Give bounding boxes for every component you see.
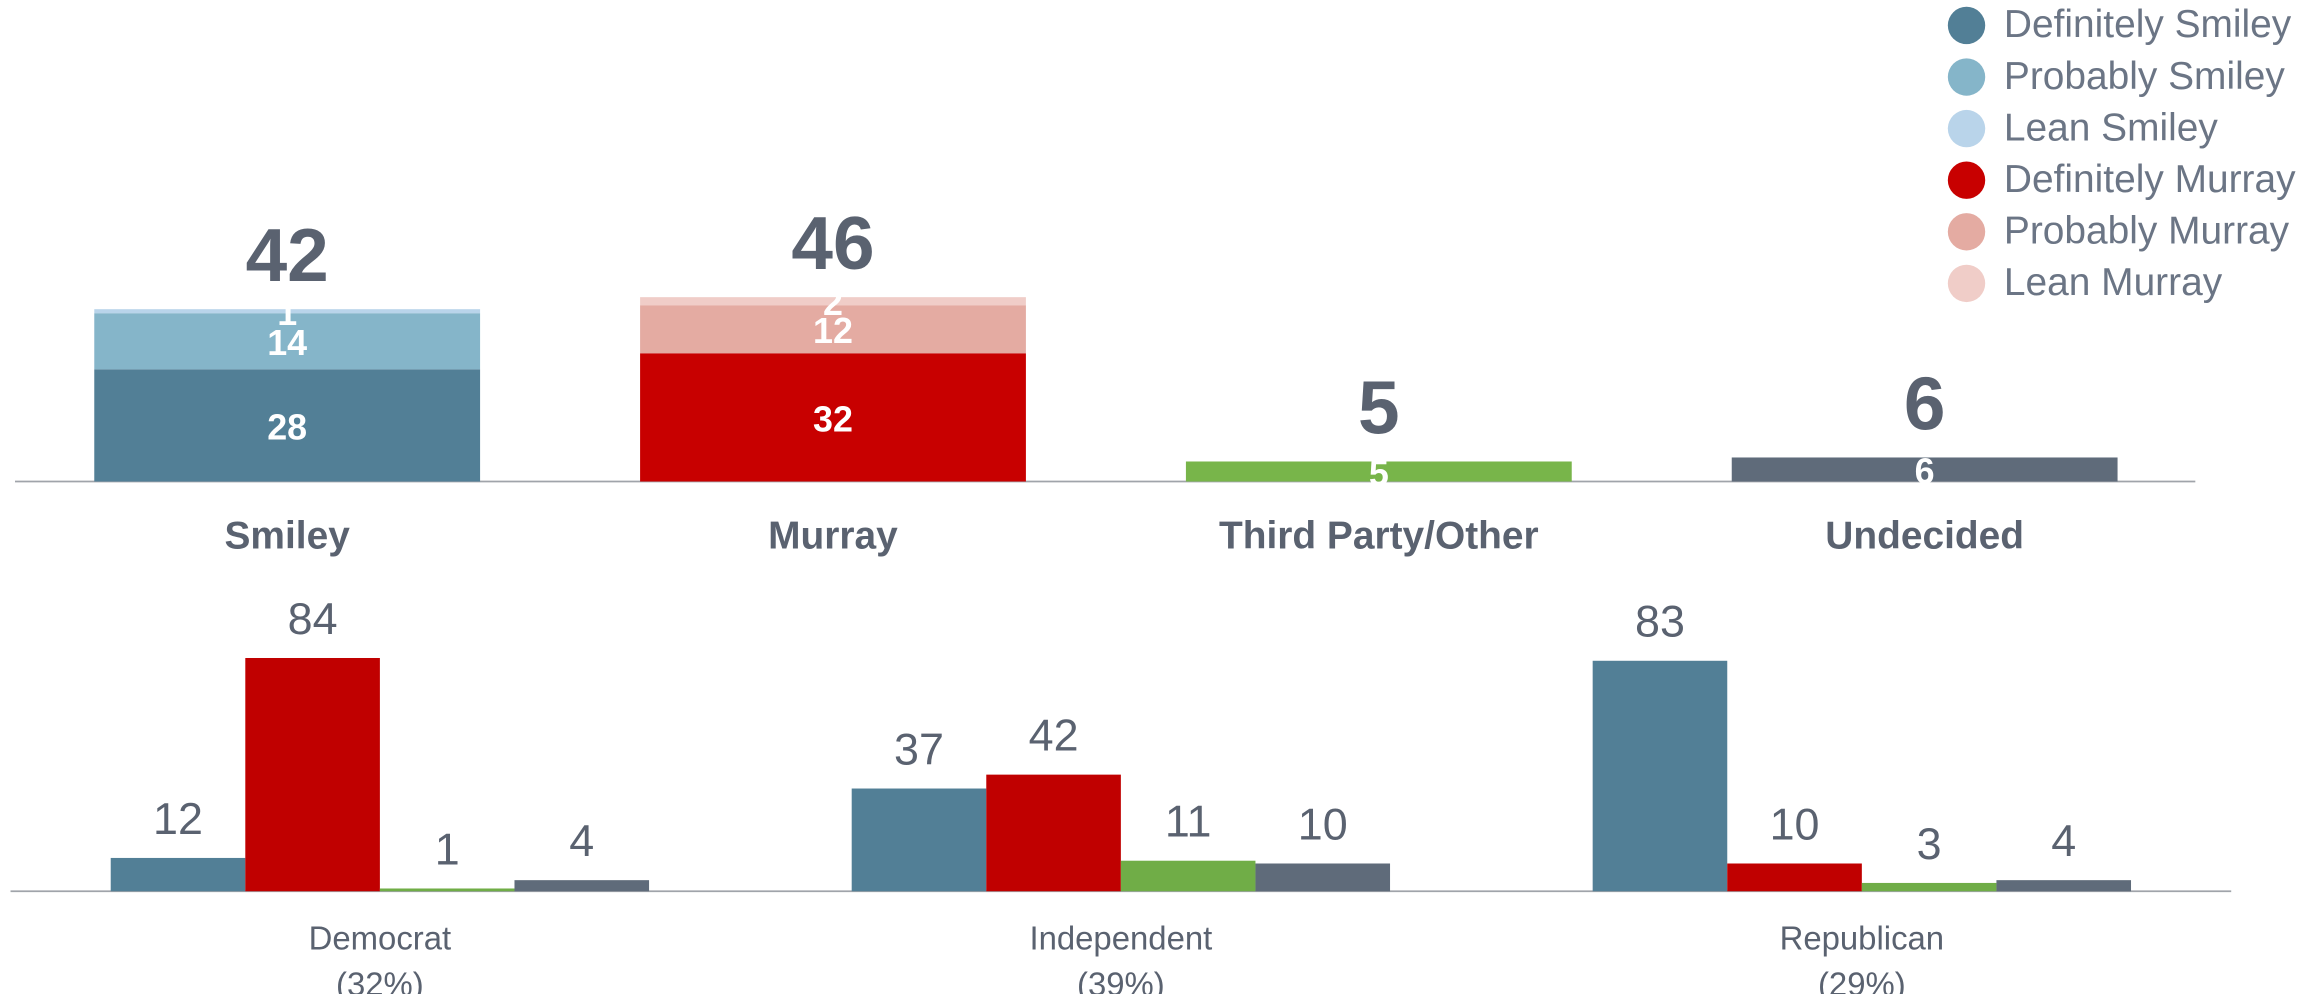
value-label: 11 [1165,796,1212,847]
total-label: 46 [791,201,874,285]
bar-segment [94,313,481,370]
bar [1120,860,1256,892]
bar [1592,660,1728,892]
legend-swatch [1947,58,1986,96]
bar [851,788,987,892]
legend-swatch [1947,109,1986,148]
legend-swatch [1947,6,1986,45]
legend-label: Probably Murray [2004,210,2290,253]
category-label: Third Party/Other [1219,515,1539,558]
category-label: Republican [1780,919,1945,956]
segment-label: 5 [1369,453,1389,493]
legend-label: Lean Smiley [2004,106,2218,149]
bar [986,774,1121,892]
bar-segment [1185,461,1572,482]
value-label: 42 [1029,710,1079,761]
value-label: 4 [2051,815,2076,866]
value-label: 83 [1635,596,1685,647]
bar-segment [640,353,1026,482]
category-label: Murray [768,515,898,558]
value-label: 84 [288,593,338,644]
category-note: (29%) [1818,966,1906,994]
category-note: (39%) [1077,966,1165,994]
value-label: 37 [894,723,944,774]
legend-swatch [1947,213,1986,251]
total-label: 42 [246,213,329,297]
value-label: 3 [1917,818,1942,869]
total-label: 6 [1904,361,1946,445]
segment-label: 14 [267,323,307,363]
segment-label: 6 [1915,451,1935,491]
segment-label: 32 [813,399,853,439]
bar [379,888,515,892]
bar-segment [1731,457,2118,482]
category-label: Smiley [225,515,351,558]
bar [1727,863,1862,892]
value-label: 4 [569,815,594,866]
legend-label: Definitely Smiley [2004,3,2292,46]
category-label: Undecided [1825,515,2024,558]
value-label: 10 [1770,798,1820,849]
legend-label: Definitely Murray [2004,158,2296,201]
category-label: Democrat [309,919,452,956]
bar [1861,882,1997,892]
legend-swatch [1947,161,1986,199]
legend-label: Lean Murray [2004,261,2223,304]
bar-segment [94,369,481,482]
segment-label: 1 [277,293,297,333]
segment-label: 2 [823,283,843,323]
bar-segment [640,297,1026,306]
bar [1255,863,1391,892]
bar [514,880,650,892]
bar-segment [94,309,481,314]
value-label: 12 [153,793,203,844]
bar [1996,880,2132,892]
segment-label: 12 [813,311,853,351]
category-label: Independent [1029,919,1212,956]
bar [245,657,380,892]
category-note: (32%) [336,966,424,994]
legend-label: Probably Smiley [2004,55,2285,98]
segment-label: 28 [267,407,307,447]
value-label: 1 [435,823,460,874]
total-label: 5 [1358,365,1400,449]
legend-swatch [1947,264,1986,303]
bar [110,857,246,892]
bar-segment [640,305,1026,354]
value-label: 10 [1298,798,1348,849]
